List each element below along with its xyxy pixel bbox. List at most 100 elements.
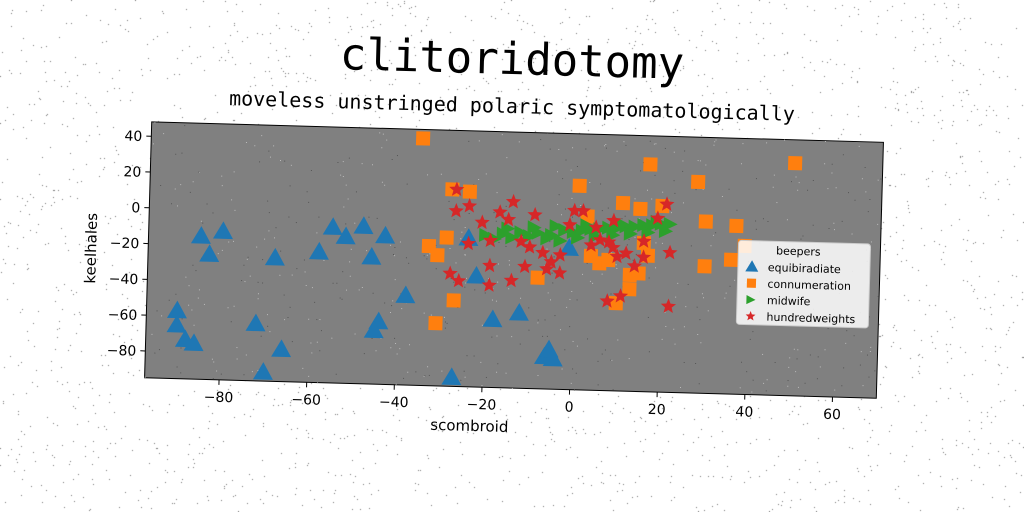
- noise-dot: [191, 309, 193, 311]
- noise-dot: [180, 347, 182, 349]
- noise-dot: [572, 147, 574, 149]
- noise-dot: [484, 292, 486, 294]
- noise-dot: [175, 153, 177, 155]
- noise-dot: [707, 310, 709, 312]
- point-hundredweights: [650, 210, 666, 225]
- noise-dot: [546, 248, 548, 250]
- noise-dot: [435, 268, 437, 270]
- noise-dot: [646, 189, 649, 191]
- noise-dot: [310, 342, 312, 344]
- noise-dot: [635, 253, 637, 255]
- noise-dot: [152, 143, 154, 145]
- noise-dot: [221, 175, 223, 177]
- point-equibiradiate: [190, 226, 211, 244]
- noise-dot: [295, 222, 297, 224]
- noise-dot: [682, 202, 684, 204]
- noise-dot: [766, 379, 768, 381]
- noise-dot: [406, 183, 408, 185]
- noise-dot: [304, 271, 306, 273]
- noise-dot: [649, 140, 651, 142]
- point-connumeration: [622, 282, 637, 297]
- noise-dot: [399, 348, 401, 350]
- series-equibiradiate: [166, 216, 579, 386]
- y-axis-label: keelhales: [81, 212, 101, 283]
- point-connumeration: [415, 131, 431, 146]
- noise-dot: [331, 337, 333, 339]
- noise-dot: [665, 326, 667, 328]
- noise-dot: [655, 143, 657, 145]
- point-connumeration: [698, 214, 714, 229]
- noise-dot: [809, 354, 811, 356]
- noise-dot: [865, 191, 867, 193]
- noise-dot: [537, 374, 539, 376]
- noise-dot: [363, 353, 365, 355]
- noise-dot: [556, 171, 558, 173]
- noise-dot: [861, 178, 863, 180]
- noise-dot: [648, 351, 650, 353]
- noise-dot: [624, 215, 626, 217]
- noise-dot: [696, 306, 698, 308]
- noise-dot: [859, 364, 861, 366]
- noise-dot: [699, 319, 701, 321]
- noise-dot: [817, 356, 819, 358]
- noise-dot: [257, 281, 259, 283]
- point-hundredweights: [505, 193, 522, 209]
- point-hundredweights: [552, 247, 568, 262]
- noise-dot: [195, 270, 197, 272]
- legend-label-hundredweights: hundredweights: [766, 311, 855, 326]
- noise-dot: [772, 186, 774, 188]
- noise-dot: [601, 210, 603, 212]
- noise-dot: [795, 176, 797, 178]
- noise-dot: [746, 371, 748, 373]
- noise-dot: [547, 133, 549, 135]
- noise-dot: [572, 368, 574, 370]
- point-equibiradiate: [353, 216, 374, 235]
- noise-dot: [481, 324, 483, 326]
- noise-dot: [394, 337, 396, 339]
- noise-dot: [394, 279, 396, 281]
- noise-dot: [564, 208, 566, 210]
- point-hundredweights: [562, 216, 578, 232]
- noise-dot: [401, 308, 403, 310]
- noise-dot: [243, 264, 245, 266]
- point-equibiradiate: [466, 266, 487, 284]
- noise-dot: [260, 335, 262, 337]
- noise-dot: [160, 184, 162, 186]
- legend-title: beepers: [776, 244, 821, 258]
- noise-dot: [617, 339, 619, 341]
- noise-dot: [626, 244, 628, 246]
- noise-dot: [508, 264, 510, 266]
- noise-dot: [349, 261, 351, 263]
- noise-dot: [773, 174, 775, 176]
- noise-dot: [569, 326, 571, 328]
- noise-dot: [284, 160, 286, 162]
- noise-dot: [804, 382, 806, 384]
- noise-dot: [392, 300, 394, 302]
- noise-dot: [306, 191, 308, 193]
- noise-dot: [144, 376, 146, 378]
- noise-dot: [466, 355, 468, 357]
- noise-dot: [695, 362, 697, 364]
- noise-dot: [558, 148, 560, 150]
- noise-dot: [151, 333, 153, 335]
- noise-dot: [296, 268, 298, 270]
- noise-dot: [381, 181, 383, 183]
- noise-dot: [501, 134, 503, 136]
- point-midwife: [663, 216, 678, 231]
- noise-dot: [559, 329, 561, 331]
- noise-dot: [589, 280, 591, 282]
- noise-dot: [740, 163, 742, 165]
- legend-marker-midwife: [746, 295, 756, 305]
- noise-dot: [275, 227, 277, 229]
- noise-dot: [267, 200, 269, 202]
- noise-dot: [382, 133, 384, 135]
- noise-dot: [682, 160, 684, 162]
- point-hundredweights: [460, 235, 477, 251]
- noise-dot: [176, 205, 178, 207]
- noise-dot: [558, 194, 560, 196]
- noise-dot: [381, 147, 383, 149]
- noise-dot: [703, 297, 705, 299]
- legend-marker-equibiradiate: [745, 260, 759, 272]
- point-equibiradiate: [542, 348, 563, 367]
- noise-dot: [812, 179, 814, 181]
